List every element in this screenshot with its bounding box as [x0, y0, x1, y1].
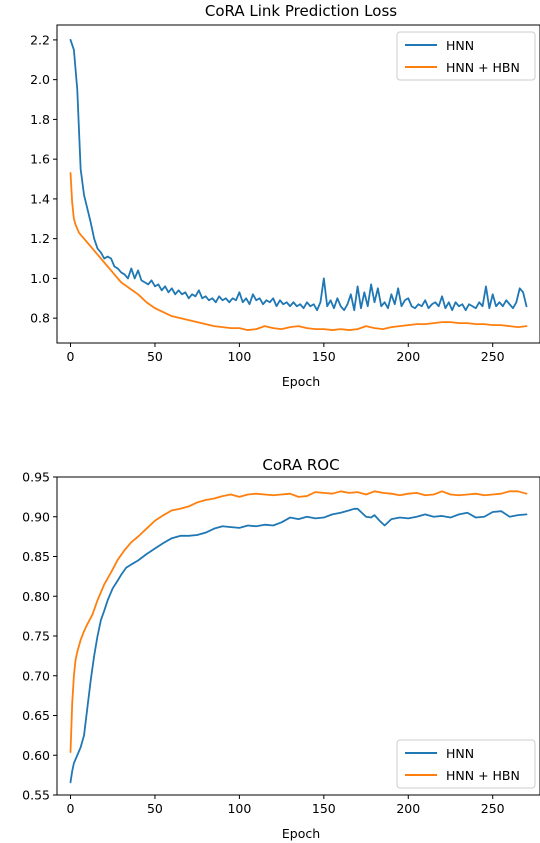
y-tick-label: 1.0 [30, 271, 50, 286]
x-tick-label: 100 [227, 349, 251, 364]
x-tick-label: 0 [67, 349, 75, 364]
plot-frame [56, 24, 540, 344]
x-tick-label: 50 [147, 801, 163, 816]
x-axis-label: Epoch [282, 826, 320, 841]
series-line-hnn [69, 507, 528, 784]
y-tick-label: 1.6 [30, 152, 50, 167]
loss-chart: CoRA Link Prediction Loss 0 50 100 150 200 25… [30, 2, 540, 389]
x-tick-label: 200 [396, 349, 420, 364]
legend-label-hnn: HNN [446, 746, 474, 761]
y-tick-label: 0.60 [22, 748, 50, 763]
x-tick-label: 200 [396, 801, 420, 816]
legend-label-hnn-hbn: HNN + HBN [446, 768, 520, 783]
x-tick-label: 150 [312, 349, 336, 364]
series-line-hnn-hbn [69, 490, 528, 753]
y-tick-label: 0.8 [30, 311, 50, 326]
series-line-hnn-hbn [69, 172, 528, 331]
y-tick-label: 1.2 [30, 231, 50, 246]
y-tick-label: 2.0 [30, 72, 50, 87]
legend-label-hnn-hbn: HNN + HBN [446, 60, 520, 75]
y-tick-label: 0.80 [22, 589, 50, 604]
y-tick-label: 0.70 [22, 668, 50, 683]
chart-title: CoRA Link Prediction Loss [205, 2, 397, 20]
y-tick-label: 0.75 [22, 629, 50, 644]
x-tick-label: 100 [227, 801, 251, 816]
x-tick-label: 0 [67, 801, 75, 816]
x-tick-label: 150 [312, 801, 336, 816]
y-tick-label: 0.85 [22, 549, 50, 564]
legend: HNN HNN + HBN [396, 31, 536, 81]
y-tick-label: 1.4 [30, 191, 50, 206]
y-tick-label: 0.65 [22, 708, 50, 723]
chart-title: CoRA ROC [262, 456, 339, 474]
x-tick-label: 50 [147, 349, 163, 364]
series-line-hnn [69, 39, 528, 312]
legend: HNN HNN + HBN [396, 739, 536, 789]
y-tick-label: 1.8 [30, 112, 50, 127]
y-tick-label: 2.2 [30, 32, 50, 47]
y-tick-label: 0.95 [22, 470, 50, 485]
x-tick-label: 250 [481, 349, 505, 364]
x-tick-label: 250 [481, 801, 505, 816]
y-tick-label: 0.55 [22, 788, 50, 803]
roc-chart: CoRA ROC 0 50 100 150 200 250 0.55 0.60 0.65 0.70… [22, 456, 540, 841]
y-tick-label: 0.90 [22, 509, 50, 524]
legend-label-hnn: HNN [446, 38, 474, 53]
x-axis-label: Epoch [282, 374, 320, 389]
